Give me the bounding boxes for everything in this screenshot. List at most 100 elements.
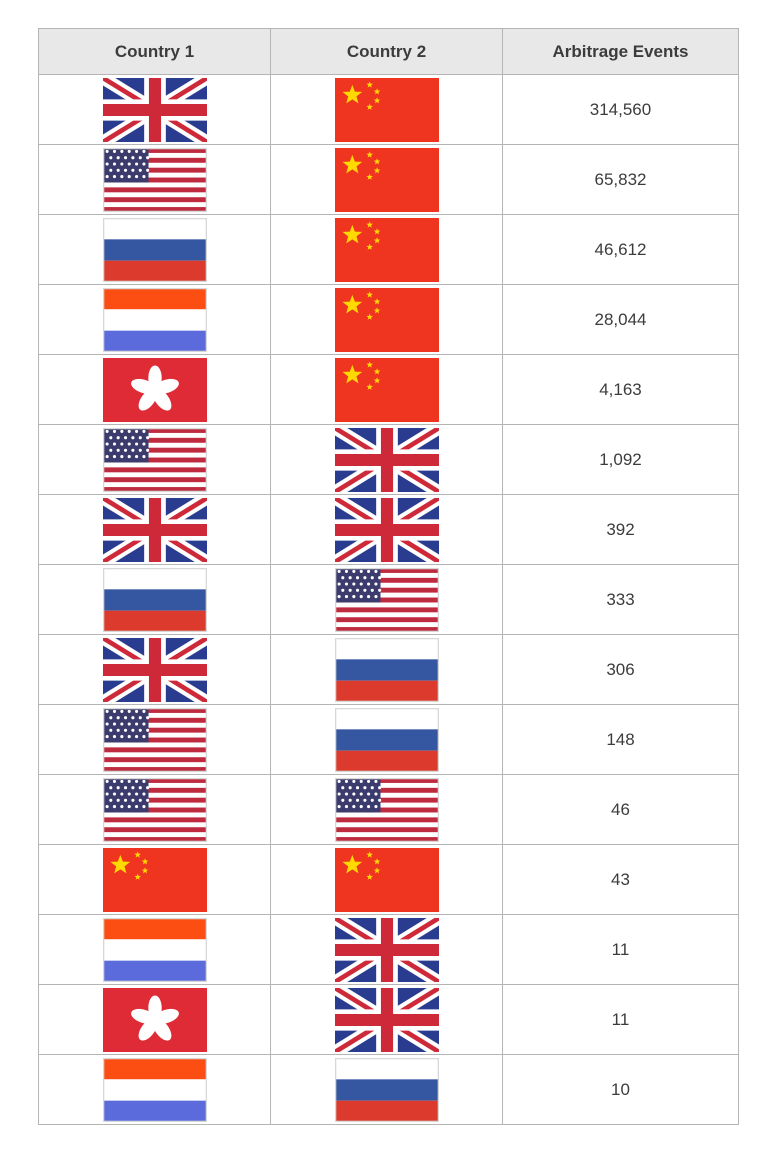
- country1-cell: [38, 844, 271, 915]
- russia-flag: [334, 1057, 439, 1122]
- arbitrage-events-cell: 46,612: [502, 214, 739, 285]
- arbitrage-events-value: 148: [606, 729, 635, 749]
- arbitrage-events-value: 11: [611, 939, 630, 959]
- arbitrage-events-cell: 11: [502, 914, 739, 985]
- united-kingdom-flag: [102, 497, 207, 562]
- country2-cell: [270, 1054, 503, 1125]
- arbitrage-events-cell: 392: [502, 494, 739, 565]
- table-row: 65,832: [38, 144, 739, 215]
- arbitrage-events-value: 46,612: [594, 239, 647, 259]
- russia-flag: [102, 217, 207, 282]
- arbitrage-events-cell: 148: [502, 704, 739, 775]
- country2-cell: [270, 634, 503, 705]
- table-row: 306: [38, 634, 739, 705]
- table-row: 1,092: [38, 424, 739, 495]
- table-row: 314,560: [38, 74, 739, 145]
- arbitrage-events-value: 314,560: [589, 99, 652, 119]
- arbitrage-events-value: 333: [606, 589, 635, 609]
- country2-cell: [270, 494, 503, 565]
- table-row: 28,044: [38, 284, 739, 355]
- country2-cell: [270, 704, 503, 775]
- country1-cell: [38, 214, 271, 285]
- arbitrage-events-cell: 10: [502, 1054, 739, 1125]
- china-flag: [334, 287, 439, 352]
- country2-cell: [270, 844, 503, 915]
- table-row: 333: [38, 564, 739, 635]
- country1-cell: [38, 984, 271, 1055]
- arbitrage-events-cell: 306: [502, 634, 739, 705]
- country2-cell: [270, 564, 503, 635]
- united-kingdom-flag: [334, 917, 439, 982]
- table-body: 314,560 65,832 46,612 28,044: [38, 74, 739, 1125]
- china-flag: [334, 77, 439, 142]
- arbitrage-events-value: 46: [611, 799, 630, 819]
- united-states-flag: [102, 427, 207, 492]
- table-row: 4,163: [38, 354, 739, 425]
- united-kingdom-flag: [334, 427, 439, 492]
- arbitrage-events-value: 28,044: [594, 309, 647, 329]
- table-row: 11: [38, 984, 739, 1055]
- country2-cell: [270, 914, 503, 985]
- netherlands-flag: [102, 287, 207, 352]
- united-states-flag: [334, 567, 439, 632]
- arbitrage-events-value: 392: [606, 519, 635, 539]
- arbitrage-events-cell: 333: [502, 564, 739, 635]
- table-row: 10: [38, 1054, 739, 1125]
- country1-cell: [38, 914, 271, 985]
- china-flag: [334, 147, 439, 212]
- country2-cell: [270, 424, 503, 495]
- russia-flag: [102, 567, 207, 632]
- country1-cell: [38, 1054, 271, 1125]
- header-country-1: Country 1: [38, 28, 271, 75]
- country2-cell: [270, 284, 503, 355]
- china-flag: [102, 847, 207, 912]
- arbitrage-events-table: Country 1 Country 2 Arbitrage Events 314…: [38, 28, 739, 1125]
- country1-cell: [38, 74, 271, 145]
- arbitrage-events-value: 1,092: [599, 449, 642, 469]
- netherlands-flag: [102, 917, 207, 982]
- table-row: 43: [38, 844, 739, 915]
- arbitrage-events-cell: 4,163: [502, 354, 739, 425]
- country2-cell: [270, 144, 503, 215]
- table-row: 46,612: [38, 214, 739, 285]
- country1-cell: [38, 634, 271, 705]
- arbitrage-events-value: 10: [611, 1079, 630, 1099]
- united-kingdom-flag: [334, 497, 439, 562]
- arbitrage-events-cell: 46: [502, 774, 739, 845]
- arbitrage-events-cell: 28,044: [502, 284, 739, 355]
- hong-kong-flag: [102, 987, 207, 1052]
- united-kingdom-flag: [102, 637, 207, 702]
- arbitrage-events-cell: 43: [502, 844, 739, 915]
- header-arbitrage-events: Arbitrage Events: [502, 28, 739, 75]
- china-flag: [334, 217, 439, 282]
- header-country-2: Country 2: [270, 28, 503, 75]
- united-states-flag: [102, 777, 207, 842]
- china-flag: [334, 357, 439, 422]
- netherlands-flag: [102, 1057, 207, 1122]
- country2-cell: [270, 774, 503, 845]
- arbitrage-events-value: 65,832: [594, 169, 647, 189]
- arbitrage-events-cell: 314,560: [502, 74, 739, 145]
- united-states-flag: [102, 707, 207, 772]
- hong-kong-flag: [102, 357, 207, 422]
- country1-cell: [38, 424, 271, 495]
- country2-cell: [270, 74, 503, 145]
- russia-flag: [334, 707, 439, 772]
- russia-flag: [334, 637, 439, 702]
- table-row: 148: [38, 704, 739, 775]
- arbitrage-events-value: 11: [611, 1009, 630, 1029]
- arbitrage-events-value: 4,163: [599, 379, 642, 399]
- united-states-flag: [102, 147, 207, 212]
- united-kingdom-flag: [334, 987, 439, 1052]
- country2-cell: [270, 214, 503, 285]
- country2-cell: [270, 984, 503, 1055]
- table-row: 46: [38, 774, 739, 845]
- china-flag: [334, 847, 439, 912]
- country1-cell: [38, 284, 271, 355]
- united-kingdom-flag: [102, 77, 207, 142]
- country1-cell: [38, 354, 271, 425]
- country1-cell: [38, 494, 271, 565]
- table-row: 11: [38, 914, 739, 985]
- arbitrage-events-cell: 65,832: [502, 144, 739, 215]
